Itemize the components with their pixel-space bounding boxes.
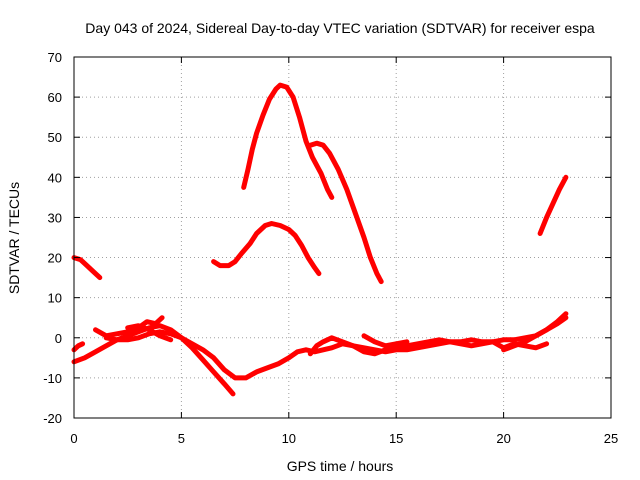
series-line-arc-1 [71,255,103,281]
x-tick-label: 10 [282,431,296,446]
y-tick-label: 60 [48,90,62,105]
series-line-arc-12 [361,333,410,349]
series-line-arc-10 [125,323,174,343]
series-line-arc-3 [241,82,335,200]
y-tick-label: 0 [55,331,62,346]
series-line-arc-6 [71,323,236,397]
y-axis-label: SDTVAR / TECUs [6,182,22,294]
y-tick-label: -20 [43,411,62,426]
x-axis-label: GPS time / hours [287,458,394,474]
y-tick-label: 30 [48,210,62,225]
series-line-arc-7 [71,341,86,353]
series-line-arc-13 [501,311,569,353]
grid [74,57,611,418]
chart-title: Day 043 of 2024, Sidereal Day-to-day VTE… [85,20,595,36]
series-line-arc-8 [93,315,165,339]
x-tick-label: 20 [496,431,510,446]
x-tick-label: 5 [178,431,185,446]
x-tick-label: 25 [604,431,618,446]
x-tick-label: 0 [70,431,77,446]
y-tick-label: 10 [48,291,62,306]
series-line-arc-5 [537,174,569,236]
y-tick-label: 50 [48,130,62,145]
series-line-arc-4 [307,140,384,285]
y-tick-label: 20 [48,251,62,266]
series-line-arc-2 [211,221,322,277]
x-tick-label: 15 [389,431,403,446]
y-tick-label: 70 [48,50,62,65]
series-group [71,82,569,397]
y-tick-label: -10 [43,371,62,386]
ticks: 0 5 10 15 20 25 -20 -10 0 10 20 30 40 50 60 70 [43,50,618,446]
series-line-arc-9 [103,315,569,381]
y-tick-label: 40 [48,170,62,185]
plot-frame [73,56,612,419]
